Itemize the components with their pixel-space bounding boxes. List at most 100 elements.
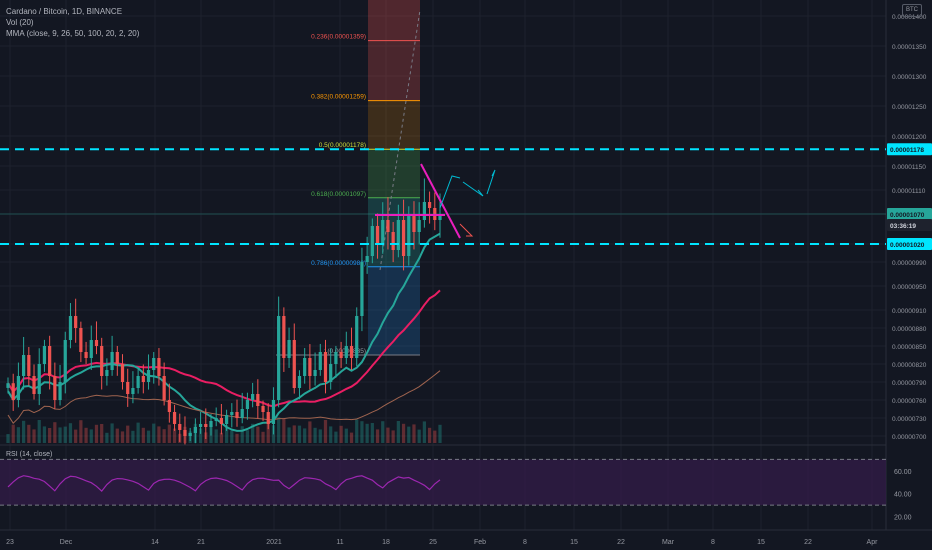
candle-body xyxy=(339,352,343,358)
candle-body xyxy=(6,383,10,388)
fib-level-label: 0.618(0.00001097) xyxy=(311,191,366,198)
candle-body xyxy=(318,352,322,370)
candle-body xyxy=(48,346,52,376)
volume-bar xyxy=(318,429,322,443)
candle-body xyxy=(412,214,416,232)
volume-bar xyxy=(146,430,151,443)
time-axis[interactable]: 23 Dec 14 21 2021 11 18 25 Feb 8 15 22 Mar 8 15 22 Apr xyxy=(6,539,878,546)
candle-body xyxy=(84,352,88,358)
candle-body xyxy=(27,355,31,376)
price-tick-label: 0.00000990 xyxy=(892,260,927,267)
volume-bar xyxy=(32,429,36,443)
candle-body xyxy=(209,421,213,427)
price-tick-label: 0.00000760 xyxy=(892,398,927,405)
current-price-tag-bg xyxy=(887,208,932,220)
volume-bar xyxy=(110,423,114,443)
candle-body xyxy=(256,394,260,406)
candle-body xyxy=(16,376,21,400)
legend-volume[interactable]: Vol (20) xyxy=(6,18,34,27)
volume-bar xyxy=(251,423,255,443)
volume-bar xyxy=(48,428,52,443)
volume-bar xyxy=(360,421,364,443)
projection-arrow xyxy=(462,181,484,197)
candle-body xyxy=(53,376,57,400)
projection-arrow xyxy=(486,169,496,195)
volume-bar xyxy=(79,420,83,443)
candle-body xyxy=(193,427,197,433)
moving-averages xyxy=(7,232,441,432)
candle-body xyxy=(323,352,328,382)
volume-bar xyxy=(126,425,130,443)
candle-body xyxy=(58,382,62,400)
volume-bar xyxy=(89,429,93,443)
volume-bar xyxy=(141,427,145,443)
candle-body xyxy=(355,316,359,358)
candle-body xyxy=(74,316,78,328)
volume-bar xyxy=(256,426,260,443)
candle-body xyxy=(146,370,151,382)
candle-body xyxy=(266,412,270,424)
candle-body xyxy=(438,214,442,220)
fib-level-label: 0.236(0.00001359) xyxy=(311,34,366,41)
price-tick-label: 0.00000950 xyxy=(892,284,927,291)
level-high-price-tag: 0.00001178 xyxy=(890,147,924,154)
candle-body xyxy=(100,346,104,376)
fib-zone xyxy=(368,40,420,101)
legend-mma[interactable]: MMA (close, 9, 26, 50, 100, 20, 2, 20) xyxy=(6,29,140,38)
candle-body xyxy=(261,406,265,412)
volume-bar xyxy=(22,420,26,443)
fib-level-label: 0.5(0.00001178) xyxy=(319,142,366,149)
rsi-legend[interactable]: RSI (14, close) xyxy=(6,451,53,458)
volume-bar xyxy=(323,420,328,443)
volume-bar xyxy=(339,425,343,443)
drawings[interactable] xyxy=(375,163,496,239)
time-tick-label: 15 xyxy=(757,539,765,546)
ma-line-pink xyxy=(7,289,441,408)
volume-bar xyxy=(68,423,73,443)
rsi-tick-label: 40.00 xyxy=(894,492,912,499)
candle-body xyxy=(391,232,395,250)
time-tick-label: 21 xyxy=(197,539,205,546)
candle-body xyxy=(204,424,208,427)
fib-zone xyxy=(368,149,420,198)
candle-body xyxy=(329,364,333,382)
volume-bar xyxy=(266,423,270,443)
volume-bar xyxy=(136,422,140,443)
candle-body xyxy=(349,346,354,358)
time-tick-label: 11 xyxy=(336,539,343,546)
volume-bar xyxy=(105,432,109,443)
volume-bar xyxy=(245,430,250,443)
candle-body xyxy=(287,340,291,358)
legend-title[interactable]: Cardano / Bitcoin, 1D, BINANCE xyxy=(6,7,123,16)
volume-bar xyxy=(334,431,338,443)
price-axis[interactable]: 0.00001400 0.00001350 0.00001300 0.00001250… xyxy=(887,14,932,441)
candle-body xyxy=(120,364,125,382)
volume-bar xyxy=(292,425,296,443)
volume-bar xyxy=(235,433,239,443)
fib-level-label: 0.382(0.00001259) xyxy=(311,94,366,101)
time-tick-label: Apr xyxy=(867,539,879,546)
candle-body xyxy=(126,382,130,394)
candle-body xyxy=(37,364,41,394)
volume-bar xyxy=(433,430,437,443)
currency-badge[interactable]: BTC xyxy=(902,4,922,17)
price-tick-label: 0.00000790 xyxy=(892,380,927,387)
volume-bar xyxy=(42,426,47,443)
candle-body xyxy=(308,358,312,376)
candles[interactable] xyxy=(6,178,442,445)
candle-body xyxy=(297,376,302,388)
volume-bar xyxy=(386,427,390,443)
volume-bar xyxy=(53,422,57,443)
candle-body xyxy=(105,370,109,376)
volume-bar xyxy=(172,428,177,443)
volume-bar xyxy=(11,424,15,443)
candle-body xyxy=(188,433,192,436)
candle-body xyxy=(370,226,374,256)
volume-bar xyxy=(303,428,307,443)
price-tick-label: 0.00001150 xyxy=(892,164,926,171)
candle-body xyxy=(386,220,390,232)
rsi-pane: 60.00 40.00 20.00 xyxy=(0,458,912,522)
volume-bar xyxy=(162,429,166,443)
volume-bar xyxy=(120,431,125,443)
